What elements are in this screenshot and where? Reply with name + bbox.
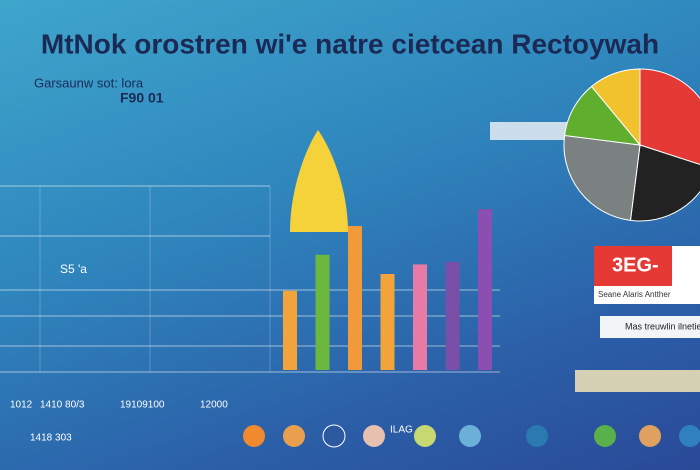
note-box bbox=[600, 316, 700, 338]
title: MtNok orostren wi'e natre cietcean Recto… bbox=[41, 28, 659, 59]
badge-caption: Seane Alaris Antther bbox=[598, 290, 671, 299]
bar bbox=[315, 254, 330, 370]
bar bbox=[478, 209, 492, 370]
bar bbox=[348, 226, 362, 370]
note: Mas treuwlin ilnetier bbox=[625, 321, 700, 331]
subvalue: F90 01 bbox=[120, 90, 164, 106]
pie-slice bbox=[629, 144, 700, 222]
axis-label: 1012 bbox=[10, 400, 33, 411]
bar bbox=[283, 290, 297, 370]
axis-label: 19109100 bbox=[120, 400, 165, 411]
pie-slice bbox=[590, 68, 641, 147]
badge-fill bbox=[594, 246, 672, 286]
strip bbox=[575, 370, 700, 392]
footer-icons bbox=[243, 424, 700, 448]
axis-label: 1410 80/3 bbox=[40, 400, 85, 411]
bar bbox=[413, 264, 427, 370]
bar bbox=[445, 262, 460, 370]
subtitle: Garsaunw sot: lora bbox=[34, 75, 144, 90]
footer-label: 1418 303 bbox=[30, 433, 72, 444]
chart-label: S5 'a bbox=[60, 262, 87, 276]
pie-slice bbox=[563, 134, 641, 221]
leaf-shape bbox=[290, 130, 348, 232]
bar bbox=[380, 274, 395, 370]
tag bbox=[490, 122, 570, 140]
footer-label: ILAG bbox=[390, 425, 413, 436]
pie-slice bbox=[639, 68, 700, 166]
axis-label: 12000 bbox=[200, 400, 228, 411]
badge-title: 3EG- bbox=[612, 254, 659, 276]
